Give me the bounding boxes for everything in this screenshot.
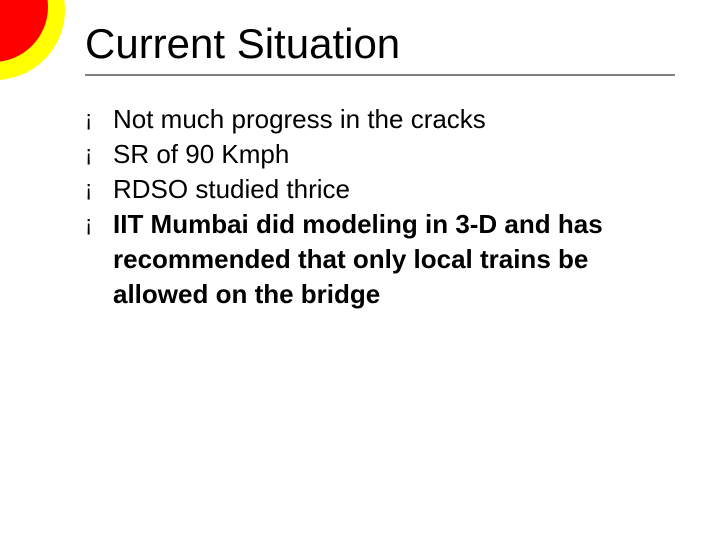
title-underline (85, 74, 675, 76)
bullet-icon: ¡ (85, 207, 113, 241)
bullet-text: SR of 90 Kmph (113, 137, 685, 172)
bullet-list: ¡ Not much progress in the cracks ¡ SR o… (85, 102, 685, 313)
bullet-icon: ¡ (85, 102, 113, 136)
bullet-text: Not much progress in the cracks (113, 102, 685, 137)
list-item: ¡ Not much progress in the cracks (85, 102, 685, 137)
title-region: Current Situation (85, 20, 675, 76)
bullet-icon: ¡ (85, 137, 113, 171)
bullet-text: RDSO studied thrice (113, 172, 685, 207)
list-item: ¡ SR of 90 Kmph (85, 137, 685, 172)
bullet-icon: ¡ (85, 172, 113, 206)
bullet-text: IIT Mumbai did modeling in 3-D and has r… (113, 207, 685, 312)
list-item: ¡ IIT Mumbai did modeling in 3-D and has… (85, 207, 685, 312)
slide-title: Current Situation (85, 20, 675, 70)
list-item: ¡ RDSO studied thrice (85, 172, 685, 207)
